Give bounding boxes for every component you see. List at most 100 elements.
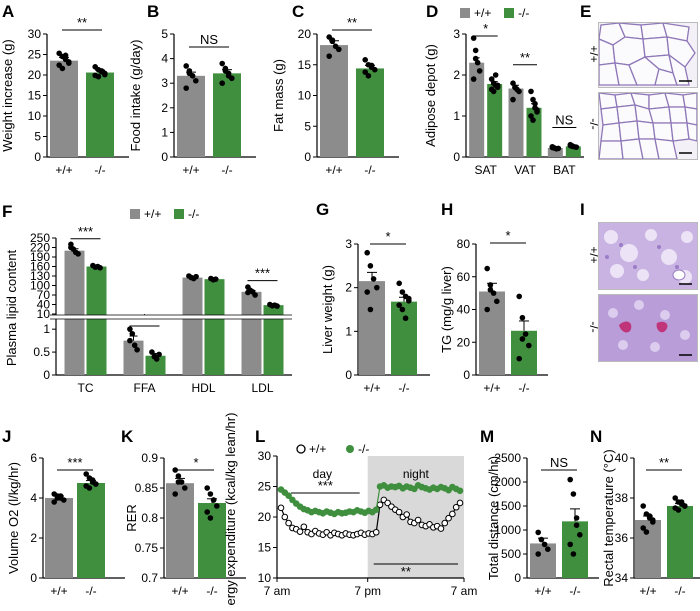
bar-ko bbox=[562, 521, 588, 578]
data-point-wt bbox=[75, 251, 81, 257]
significance-label: *** bbox=[67, 455, 82, 470]
bar-wt bbox=[45, 498, 73, 578]
data-point-ko bbox=[396, 280, 403, 287]
data-point-wt bbox=[329, 37, 336, 43]
data-point-ko bbox=[207, 491, 214, 497]
data-point-wt bbox=[372, 528, 380, 536]
legend-label-wt: +/+ bbox=[309, 442, 326, 456]
liver-histology-wt bbox=[598, 222, 698, 290]
data-point-ko bbox=[225, 73, 232, 79]
data-point-ko bbox=[672, 495, 678, 501]
data-point-wt bbox=[510, 96, 516, 103]
genotype-label: +/+ bbox=[587, 246, 601, 263]
bar-wt bbox=[182, 277, 203, 375]
panel-label: H bbox=[441, 200, 453, 219]
significance-label: *** bbox=[255, 266, 270, 281]
data-point-wt bbox=[535, 551, 541, 557]
y-tick-label: 220 bbox=[30, 241, 50, 255]
data-point-wt bbox=[172, 467, 178, 473]
y-tick-label: 6 bbox=[30, 451, 37, 465]
x-tick-label: -/- bbox=[569, 584, 580, 598]
data-point-wt bbox=[555, 145, 562, 152]
data-point-wt bbox=[51, 499, 57, 505]
data-point-wt bbox=[245, 289, 251, 296]
y-tick-label: 0.7 bbox=[141, 571, 158, 585]
y-tick-label: 20 bbox=[457, 335, 471, 349]
data-point-ko bbox=[534, 107, 540, 113]
data-point-wt bbox=[445, 514, 452, 522]
y-tick-label: 130 bbox=[30, 269, 50, 283]
x-tick-label: +/+ bbox=[483, 381, 500, 395]
x-tick-label: 7 am bbox=[264, 584, 291, 598]
data-point-ko bbox=[678, 499, 685, 505]
data-point-ko bbox=[526, 342, 532, 349]
data-point-ko bbox=[204, 485, 210, 491]
data-point-ko bbox=[573, 522, 580, 528]
bar-ko bbox=[263, 305, 284, 375]
data-point-ko bbox=[577, 532, 583, 538]
y-tick-label: 2 bbox=[30, 531, 37, 545]
y-tick-label: 5 bbox=[161, 27, 168, 41]
genotype-label: -/- bbox=[587, 118, 601, 129]
data-point-wt bbox=[646, 513, 653, 519]
y-tick-label: 70 bbox=[37, 288, 51, 302]
panel-label: I bbox=[580, 200, 585, 219]
bar-ko bbox=[86, 266, 107, 375]
data-point-wt bbox=[66, 60, 72, 66]
data-point-wt bbox=[300, 523, 308, 531]
data-point-wt bbox=[285, 519, 292, 527]
data-point-wt bbox=[643, 529, 650, 535]
data-point-wt bbox=[374, 284, 380, 291]
y-tick-label: 2 bbox=[161, 101, 168, 115]
data-point-wt bbox=[538, 536, 545, 543]
panel-label: E bbox=[580, 2, 591, 21]
data-point-ko bbox=[532, 100, 538, 107]
data-point-wt bbox=[62, 52, 69, 59]
data-point-ko bbox=[570, 551, 577, 557]
data-point-wt bbox=[516, 88, 522, 95]
data-point-wt bbox=[545, 546, 551, 552]
significance-label: ** bbox=[659, 455, 669, 470]
data-point-wt bbox=[367, 263, 374, 269]
bar-wt bbox=[547, 147, 563, 157]
panel-label: A bbox=[2, 2, 14, 21]
data-point-wt bbox=[59, 65, 66, 72]
y-tick-label: 80 bbox=[457, 237, 471, 251]
y-tick-label: 0.5 bbox=[33, 345, 50, 359]
adipose-histology-wt bbox=[598, 22, 698, 88]
y-tick-label: 3 bbox=[161, 76, 168, 90]
panel-k: K 0.7 0.75 0.8 0.85 0.9 RER +/+ -/- * bbox=[121, 427, 246, 598]
data-point-wt bbox=[640, 503, 646, 509]
significance-label: ** bbox=[401, 564, 411, 579]
data-point-ko bbox=[399, 289, 406, 295]
y-tick-label: 10 bbox=[298, 89, 312, 103]
data-point-ko bbox=[285, 492, 292, 499]
data-point-wt bbox=[252, 292, 258, 298]
legend-label-wt: +/+ bbox=[474, 6, 491, 20]
data-point-ko bbox=[573, 515, 580, 521]
x-tick-label: -/- bbox=[94, 163, 105, 177]
x-tick-label: -/- bbox=[518, 381, 529, 395]
data-point-wt bbox=[535, 529, 541, 536]
data-point-wt bbox=[336, 46, 342, 53]
x-tick-label: +/+ bbox=[363, 381, 380, 395]
legend-swatch-ko bbox=[504, 8, 514, 18]
data-point-ko bbox=[274, 303, 280, 309]
data-point-wt bbox=[182, 485, 188, 491]
data-point-ko bbox=[516, 293, 522, 300]
data-point-ko bbox=[368, 62, 375, 69]
data-point-wt bbox=[449, 510, 456, 518]
data-point-ko bbox=[365, 73, 372, 79]
bar-ko bbox=[213, 73, 241, 157]
y-tick-label: 1 bbox=[43, 322, 50, 336]
y-tick-label: 1 bbox=[345, 324, 352, 338]
data-point-ko bbox=[494, 82, 501, 89]
y-axis-label: RER bbox=[124, 504, 139, 531]
bar-ko bbox=[565, 146, 581, 157]
data-point-wt bbox=[494, 298, 500, 305]
data-point-ko bbox=[372, 66, 378, 73]
adipose-cells-wt-drawing bbox=[599, 23, 696, 86]
y-tick-label: 0 bbox=[30, 571, 37, 585]
y-tick-label: 500 bbox=[501, 547, 521, 561]
